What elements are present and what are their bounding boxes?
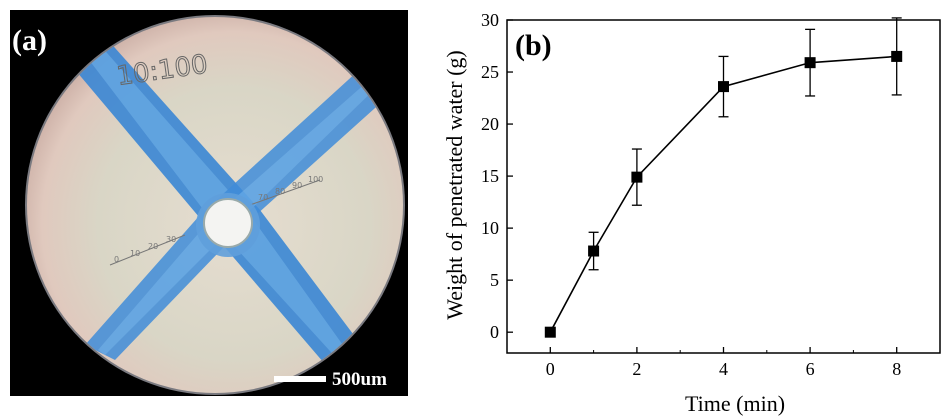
x-tick-label: 0 xyxy=(546,359,555,379)
x-axis: 0 2 4 6 8 xyxy=(506,347,941,379)
y-tick-label: 10 xyxy=(481,218,499,238)
y-tick-label: 15 xyxy=(481,166,499,186)
reticle-num-0: 0 xyxy=(114,255,119,264)
reticle-scale xyxy=(109,179,321,266)
y-tick-label: 25 xyxy=(481,62,499,82)
reticle-num-10: 10 xyxy=(130,249,140,258)
scale-bar xyxy=(274,376,326,382)
reticle-num-20: 20 xyxy=(148,242,158,251)
penetration-chart: 0 5 10 15 20 25 30 0 2 4 6 8 Time (min) Weight of … xyxy=(442,10,941,416)
reticle-num-70: 70 xyxy=(258,193,268,202)
x-tick-label: 6 xyxy=(806,359,815,379)
reticle-num-90: 90 xyxy=(292,181,302,190)
x-tick-label: 2 xyxy=(632,359,641,379)
reticle-num-100: 100 xyxy=(308,175,323,184)
series xyxy=(544,17,903,338)
microscope-image: 0 10 20 30 70 80 90 100 10:100 (a) 500um xyxy=(10,10,408,396)
y-tick-label: 5 xyxy=(490,270,499,290)
microscope-image-panel: 0 10 20 30 70 80 90 100 10:100 (a) 500um xyxy=(10,10,408,396)
reticle-num-80: 80 xyxy=(275,187,285,196)
x-tick-label: 4 xyxy=(719,359,728,379)
fiber-diagonal-1 xyxy=(50,20,365,370)
reticle-num-30: 30 xyxy=(166,235,176,244)
x-tick-label: 8 xyxy=(892,359,901,379)
y-tick-label: 20 xyxy=(481,114,499,134)
data-point xyxy=(891,50,903,62)
panel-b-label: (b) xyxy=(515,29,552,62)
data-point xyxy=(544,326,556,338)
series-line xyxy=(549,55,897,333)
data-point xyxy=(631,171,643,183)
data-point xyxy=(804,57,816,69)
data-point xyxy=(588,245,600,257)
data-point xyxy=(718,81,729,93)
y-tick-label: 30 xyxy=(481,10,499,30)
x-axis-label: Time (min) xyxy=(685,391,785,416)
y-axis: 0 5 10 15 20 25 30 xyxy=(481,10,513,342)
y-tick-label: 0 xyxy=(490,322,499,342)
y-axis-label: Weight of penetrated water (g) xyxy=(442,50,467,319)
panel-a-label: (a) xyxy=(12,24,47,57)
scale-bar-label: 500um xyxy=(332,369,387,390)
central-bead xyxy=(203,198,253,248)
